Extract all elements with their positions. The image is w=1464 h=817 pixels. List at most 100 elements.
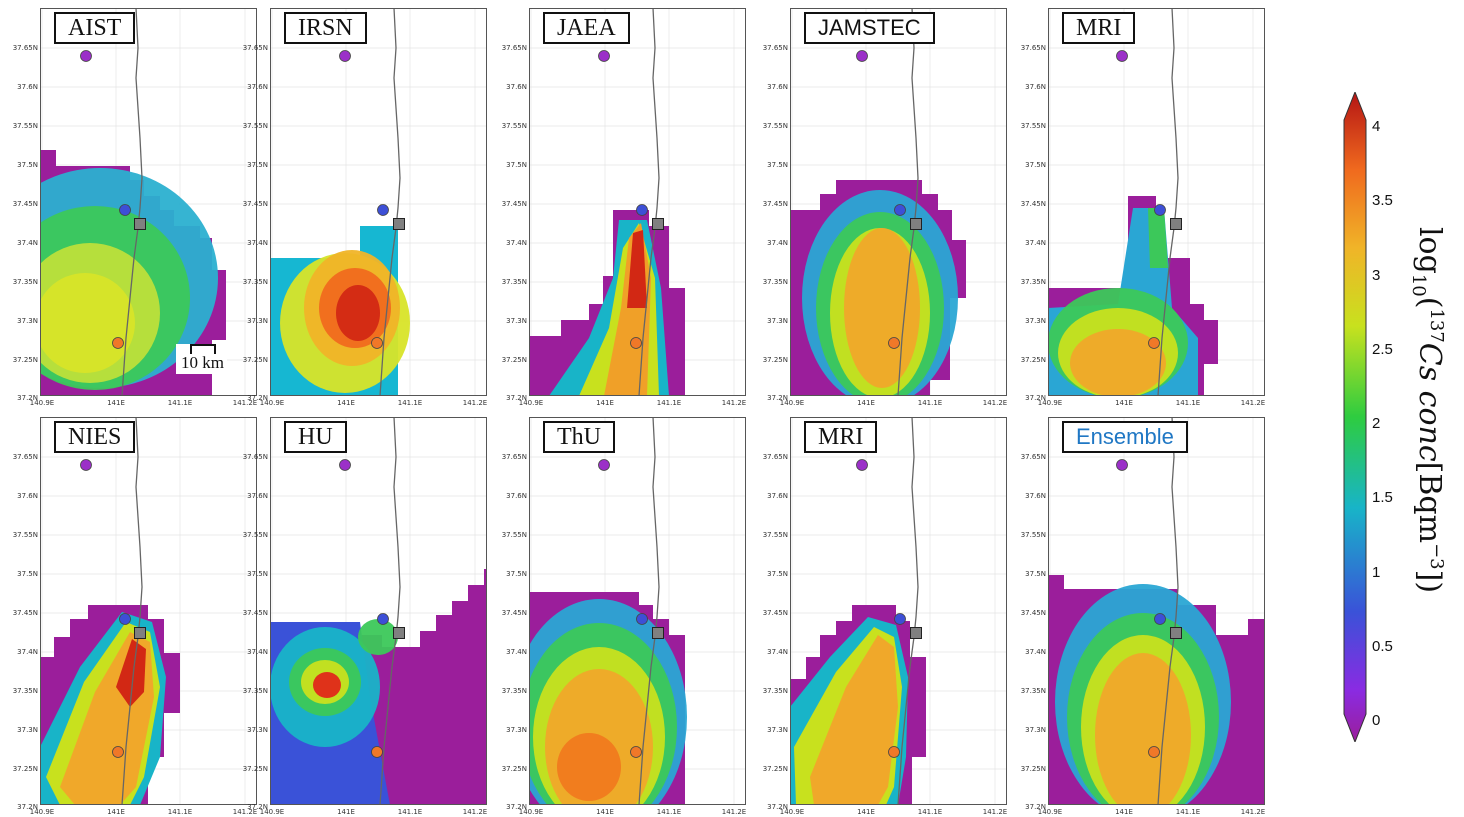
plot-frame: [529, 417, 746, 805]
y-tick-label: 37.65N: [243, 44, 268, 52]
concentration-layer: [1095, 653, 1191, 805]
x-tick-label: 141.2E: [463, 808, 487, 816]
y-tick-label: 37.5N: [17, 161, 38, 169]
map-panel-9: 37.65N 37.6N 37.55N 37.5N 37.45N 37.4N 37.35N 3…: [763, 417, 1025, 816]
x-tick-label: 141E: [857, 399, 875, 407]
colorbar: [1340, 90, 1370, 744]
y-tick-label: 37.6N: [247, 492, 268, 500]
map-panel-5: 37.65N 37.6N 37.55N 37.5N 37.45N 37.4N 37.35N 3…: [1021, 8, 1283, 407]
colorbar-tick-label: 0: [1372, 712, 1381, 729]
y-tick-label: 37.6N: [247, 83, 268, 91]
concentration-field: [270, 226, 410, 396]
orange-site-marker: [630, 746, 642, 758]
y-tick-label: 37.35N: [243, 687, 268, 695]
y-tick-label: 37.3N: [1025, 726, 1046, 734]
x-tick-label: 141E: [596, 399, 614, 407]
y-tick-label: 37.5N: [506, 161, 527, 169]
map-panel-2: 37.65N 37.6N 37.55N 37.5N 37.45N 37.4N 37.35N 3…: [243, 8, 505, 407]
y-tick-label: 37.3N: [767, 317, 788, 325]
x-tick-label: 141.1E: [398, 808, 422, 816]
y-tick-label: 37.6N: [17, 83, 38, 91]
y-tick-label: 37.6N: [506, 492, 527, 500]
y-tick-label: 37.55N: [502, 531, 527, 539]
y-tick-label: 37.45N: [1021, 609, 1046, 617]
y-tick-label: 37.5N: [1025, 161, 1046, 169]
y-tick-label: 37.3N: [767, 726, 788, 734]
x-tick-label: 141E: [107, 399, 125, 407]
x-tick-label: 141E: [596, 808, 614, 816]
colorbar-tick-label: 4: [1372, 118, 1381, 135]
map-plot: 37.65N 37.6N 37.55N 37.5N 37.45N 37.4N 37.35N 3…: [243, 417, 487, 816]
map-panel-7: 37.65N 37.6N 37.55N 37.5N 37.45N 37.4N 37.35N 3…: [243, 417, 505, 816]
scale-bar: 10 km: [176, 344, 227, 374]
x-tick-label: 141.1E: [1176, 399, 1200, 407]
map-plot: 37.65N 37.6N 37.55N 37.5N 37.45N 37.4N 37.35N 3…: [13, 417, 257, 816]
y-tick-label: 37.4N: [1025, 239, 1046, 247]
y-tick-label: 37.25N: [243, 356, 268, 364]
power-plant-marker: [910, 627, 922, 639]
model-label: Ensemble: [1062, 421, 1188, 453]
concentration-layer: [313, 672, 341, 698]
x-tick-label: 141.1E: [168, 399, 192, 407]
concentration-layer: [557, 733, 621, 801]
y-tick-label: 37.25N: [243, 765, 268, 773]
north-site-marker: [339, 459, 351, 471]
y-tick-label: 37.25N: [502, 765, 527, 773]
x-tick-label: 140.9E: [30, 399, 54, 407]
y-tick-label: 37.2N: [506, 803, 527, 811]
y-tick-label: 37.55N: [13, 122, 38, 130]
y-tick-label: 37.4N: [17, 648, 38, 656]
y-tick-label: 37.4N: [767, 648, 788, 656]
coastline: [897, 417, 919, 805]
concentration-field: [529, 592, 687, 805]
y-tick-label: 37.4N: [506, 239, 527, 247]
y-tick-label: 37.55N: [1021, 531, 1046, 539]
concentration-layer: [336, 285, 380, 341]
x-tick-label: 140.9E: [780, 399, 804, 407]
y-tick-label: 37.3N: [247, 317, 268, 325]
concentration-layer: [1070, 329, 1166, 396]
north-site-marker: [80, 50, 92, 62]
north-site-marker: [856, 459, 868, 471]
x-tick-label: 141E: [1115, 399, 1133, 407]
colorbar-tick-label: 3: [1372, 266, 1381, 284]
y-tick-label: 37.55N: [1021, 122, 1046, 130]
x-tick-label: 140.9E: [260, 399, 284, 407]
blue-site-marker: [377, 613, 389, 625]
concentration-layer: [40, 273, 135, 373]
concentration-field: [790, 180, 966, 396]
blue-site-marker: [894, 613, 906, 625]
y-tick-label: 37.2N: [17, 803, 38, 811]
y-tick-label: 37.55N: [763, 531, 788, 539]
y-tick-label: 37.2N: [247, 803, 268, 811]
x-tick-label: 141E: [107, 808, 125, 816]
map-panel-4: 37.65N 37.6N 37.55N 37.5N 37.45N 37.4N 37.35N 3…: [763, 8, 1025, 407]
power-plant-marker: [393, 627, 405, 639]
orange-site-marker: [112, 337, 124, 349]
blue-site-marker: [1154, 613, 1166, 625]
y-tick-label: 37.55N: [502, 122, 527, 130]
x-tick-label: 141E: [337, 808, 355, 816]
plot-frame: [790, 8, 1007, 396]
x-tick-label: 141.2E: [233, 399, 257, 407]
power-plant-marker: [134, 218, 146, 230]
model-label: AIST: [54, 12, 136, 44]
power-plant-marker: [652, 627, 664, 639]
blue-site-marker: [119, 613, 131, 625]
y-tick-label: 37.5N: [1025, 570, 1046, 578]
y-tick-label: 37.35N: [13, 278, 38, 286]
orange-site-marker: [1148, 746, 1160, 758]
y-tick-label: 37.3N: [247, 726, 268, 734]
concentration-field: [529, 210, 685, 396]
orange-site-marker: [1148, 337, 1160, 349]
y-tick-label: 37.2N: [247, 394, 268, 402]
y-tick-label: 37.65N: [13, 44, 38, 52]
y-tick-label: 37.2N: [1025, 803, 1046, 811]
model-label: HU: [284, 421, 347, 453]
y-tick-label: 37.2N: [767, 394, 788, 402]
coastline: [121, 8, 143, 396]
orange-site-marker: [112, 746, 124, 758]
y-tick-label: 37.35N: [502, 687, 527, 695]
map-panel-3: 37.65N 37.6N 37.55N 37.5N 37.45N 37.4N 37.35N 3…: [502, 8, 764, 407]
x-tick-label: 141.1E: [657, 399, 681, 407]
